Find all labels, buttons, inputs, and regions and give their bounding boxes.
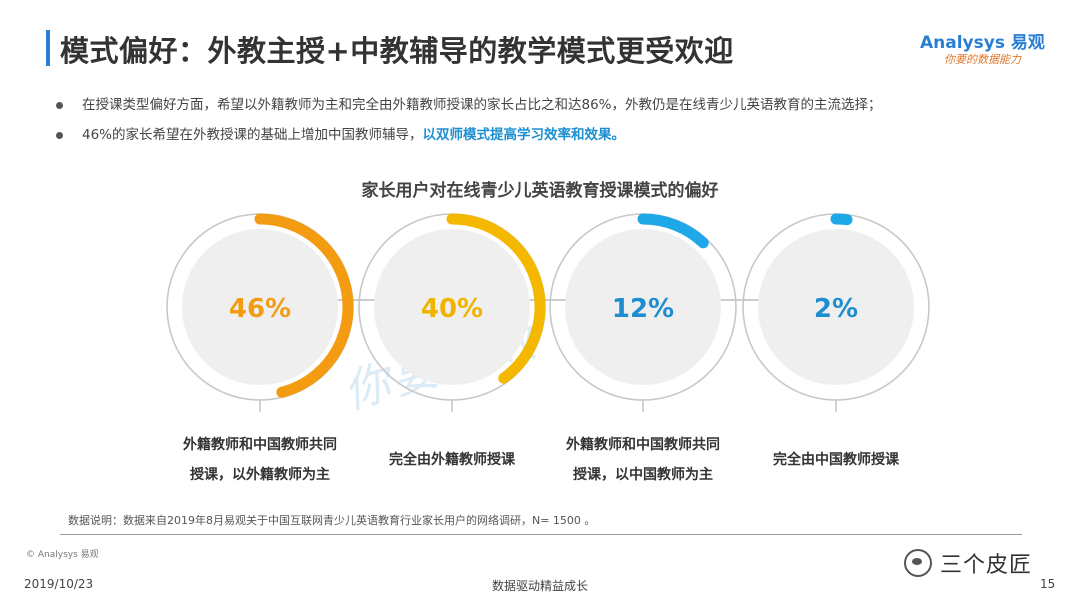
ring-disc: [182, 229, 338, 385]
analysys-logo: Analysys 易观 你要的数据能力: [920, 28, 1060, 72]
value-label: 46%: [229, 294, 291, 324]
category-label-line: 外籍教师和中国教师共同: [183, 437, 337, 453]
note-divider: [60, 534, 1022, 535]
badge-text: 三个皮匠: [940, 553, 1033, 578]
category-label: 外籍教师和中国教师共同 授课，以外籍教师为主: [155, 430, 365, 490]
category-label: 完全由外籍教师授课: [347, 445, 557, 475]
bullet-highlight: 以双师模式提高学习效率和效果。: [422, 127, 626, 143]
value-arc: [830, 213, 853, 226]
category-label-line: 完全由外籍教师授课: [389, 452, 515, 468]
category-label-line: 完全由中国教师授课: [773, 452, 899, 468]
bullet-text: 在授课类型偏好方面，希望以外籍教师为主和完全由外籍教师授课的家长占比之和达86%…: [82, 97, 882, 113]
category-label-line: 授课，以中国教师为主: [573, 467, 713, 483]
footer-date: 2019/10/23: [24, 577, 94, 591]
chart-title: 家长用户对在线青少儿英语教育授课模式的偏好: [361, 181, 719, 201]
page-title: 模式偏好：外教主授+中教辅导的教学模式更受欢迎: [60, 34, 734, 68]
category-label-line: 外籍教师和中国教师共同: [566, 437, 720, 453]
page-number: 15: [1040, 577, 1056, 591]
logo-brand: Analysys 易观: [920, 33, 1045, 53]
bullet-item: 在授课类型偏好方面，希望以外籍教师为主和完全由外籍教师授课的家长占比之和达86%…: [52, 90, 1052, 120]
category-label-line: 授课，以外籍教师为主: [190, 467, 330, 483]
category-labels: 外籍教师和中国教师共同 授课，以外籍教师为主 完全由外籍教师授课 外籍教师和中国教师共…: [0, 420, 1080, 500]
category-label: 外籍教师和中国教师共同 授课，以中国教师为主: [538, 430, 748, 490]
value-label: 40%: [421, 294, 483, 324]
ring-disc: [565, 229, 721, 385]
value-arc: [254, 213, 354, 398]
ring-disc: [758, 229, 914, 385]
bullet-text: 46%的家长希望在外教授课的基础上增加中国教师辅导，: [82, 127, 423, 143]
ring-disc: [374, 229, 530, 385]
logo-slogan: 你要的数据能力: [944, 53, 1021, 66]
value-label: 2%: [814, 294, 858, 324]
value-label: 12%: [612, 294, 674, 324]
value-arc: [637, 213, 709, 249]
value-arc: [446, 213, 546, 384]
category-label: 完全由中国教师授课: [731, 445, 941, 475]
wechat-icon: [904, 549, 932, 577]
bullet-list: 在授课类型偏好方面，希望以外籍教师为主和完全由外籍教师授课的家长占比之和达86%…: [52, 90, 1052, 150]
bullet-dot-icon: [56, 102, 63, 109]
footer-center: 数据驱动精益成长: [491, 579, 588, 593]
wechat-badge: 三个皮匠: [898, 545, 1039, 581]
title-accent-bar: [46, 30, 50, 66]
data-note: 数据说明：数据来自2019年8月易观关于中国互联网青少儿英语教育行业家长用户的网…: [68, 514, 596, 527]
bullet-dot-icon: [56, 132, 63, 139]
bullet-item: 46%的家长希望在外教授课的基础上增加中国教师辅导，以双师模式提高学习效率和效果…: [52, 120, 1052, 150]
copyright: © Analysys 易观: [26, 550, 99, 560]
